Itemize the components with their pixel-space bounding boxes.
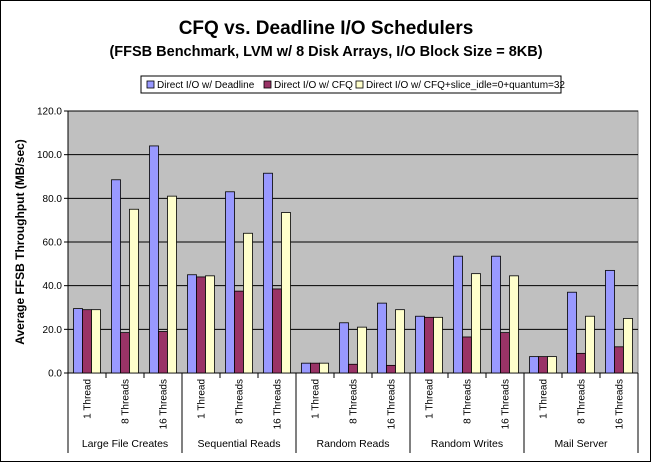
- x-tick-label: 8 Threads: [463, 379, 474, 424]
- bar: [263, 172, 273, 374]
- bar: [500, 332, 510, 374]
- bar: [509, 275, 519, 374]
- bar: [205, 275, 215, 374]
- x-tick-label: 1 Thread: [83, 379, 94, 419]
- x-tick-label: 16 Threads: [615, 379, 626, 429]
- bar: [377, 302, 387, 374]
- group-label: Random Writes: [431, 438, 503, 450]
- bar: [538, 356, 548, 374]
- bar: [339, 322, 349, 374]
- y-tick-label: 40.0: [43, 281, 63, 292]
- legend-swatch: [146, 80, 155, 89]
- x-tick-label: 16 Threads: [387, 379, 398, 429]
- bar: [348, 363, 358, 374]
- bar: [623, 318, 633, 374]
- bar: [196, 276, 206, 374]
- bar: [234, 290, 244, 374]
- bar: [576, 352, 586, 374]
- bar: [357, 326, 367, 374]
- legend: Direct I/O w/ Deadline Direct I/O w/ CFQ D…: [140, 75, 565, 94]
- legend-swatch: [355, 80, 364, 89]
- y-axis-label: Average FFSB Throughput (MB/sec): [13, 139, 27, 345]
- bar: [386, 364, 396, 374]
- legend-label: Direct I/O w/ CFQ+slice_idle=0+quantum=3…: [366, 80, 565, 91]
- x-tick-label: 1 Thread: [311, 379, 322, 419]
- x-tick-label: 16 Threads: [159, 379, 170, 429]
- bar: [433, 316, 443, 374]
- bar: [585, 315, 595, 374]
- bar: [158, 331, 168, 374]
- bar: [91, 309, 101, 374]
- x-tick-label: 16 Threads: [273, 379, 284, 429]
- y-tick-label: 120.0: [37, 107, 62, 118]
- y-tick-label: 60.0: [43, 238, 63, 249]
- bar: [167, 195, 177, 374]
- bar: [614, 346, 624, 374]
- bar: [272, 288, 282, 374]
- bar: [319, 362, 329, 374]
- group-label: Sequential Reads: [198, 438, 281, 450]
- bar: [243, 232, 253, 374]
- group-label: Mail Server: [554, 438, 608, 450]
- bar: [547, 356, 557, 374]
- bar: [529, 356, 539, 374]
- y-tick-label: 100.0: [37, 150, 62, 161]
- bar: [310, 362, 320, 374]
- bar: [453, 255, 463, 374]
- bar: [281, 212, 291, 374]
- bar: [491, 255, 501, 374]
- bar: [605, 269, 615, 374]
- y-tick-label: 0.0: [48, 369, 62, 380]
- x-tick-label: 8 Threads: [121, 379, 132, 424]
- bar: [462, 336, 472, 374]
- bar: [424, 316, 434, 374]
- bar: [129, 208, 139, 374]
- bar: [111, 179, 121, 374]
- bar: [82, 309, 92, 374]
- x-tick-label: 1 Thread: [197, 379, 208, 419]
- bar: [225, 191, 235, 374]
- bar: [73, 308, 83, 374]
- plot-area: 0.0 20.0 40.0 60.0 80.0 100.0 120.0 1 Thread 8 T…: [37, 107, 639, 453]
- bar: [301, 362, 311, 374]
- bar: [415, 315, 425, 374]
- x-tick-label: 1 Thread: [539, 379, 550, 419]
- bar: [187, 274, 197, 374]
- group-label: Random Reads: [317, 438, 390, 450]
- x-tick-label: 1 Thread: [425, 379, 436, 419]
- x-tick-label: 16 Threads: [501, 379, 512, 429]
- chart-subtitle: (FFSB Benchmark, LVM w/ 8 Disk Arrays, I…: [109, 44, 542, 60]
- legend-label: Direct I/O w/ Deadline: [157, 80, 255, 91]
- legend-box: [140, 75, 562, 94]
- legend-swatch: [263, 80, 272, 89]
- x-tick-label: 8 Threads: [349, 379, 360, 424]
- bar: [471, 273, 481, 374]
- y-tick-label: 80.0: [43, 194, 63, 205]
- x-tick-label: 8 Threads: [577, 379, 588, 424]
- bar: [567, 291, 577, 374]
- x-tick-label: 8 Threads: [235, 379, 246, 424]
- group-label: Large File Creates: [82, 438, 168, 450]
- chart-title: CFQ vs. Deadline I/O Schedulers: [179, 18, 474, 39]
- bar: [395, 309, 405, 374]
- legend-label: Direct I/O w/ CFQ: [274, 80, 353, 91]
- bar: [120, 332, 130, 374]
- bar: [149, 145, 159, 374]
- y-tick-label: 20.0: [43, 325, 63, 336]
